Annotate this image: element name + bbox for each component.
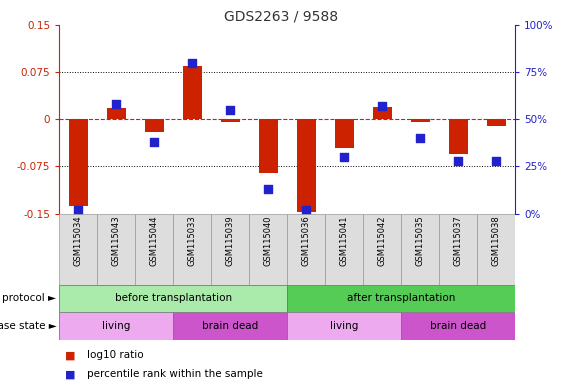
- Text: GSM115035: GSM115035: [415, 216, 425, 266]
- Point: [263, 186, 272, 192]
- Point: [378, 103, 387, 109]
- Point: [491, 158, 501, 164]
- Bar: [439, 214, 477, 285]
- Text: living: living: [330, 321, 358, 331]
- Text: brain dead: brain dead: [430, 321, 486, 331]
- Bar: [325, 214, 363, 285]
- Text: protocol ►: protocol ►: [2, 293, 56, 303]
- Point: [339, 154, 348, 160]
- Text: GSM115037: GSM115037: [454, 216, 463, 266]
- Bar: [249, 214, 287, 285]
- Text: ■: ■: [65, 369, 75, 379]
- Bar: [69, 119, 88, 206]
- Text: GSM115042: GSM115042: [378, 216, 387, 266]
- Bar: [401, 312, 515, 340]
- Text: brain dead: brain dead: [202, 321, 258, 331]
- Bar: [106, 108, 126, 119]
- Text: GSM115040: GSM115040: [263, 216, 272, 266]
- Bar: [59, 312, 173, 340]
- Bar: [486, 119, 506, 126]
- Text: GSM115033: GSM115033: [187, 216, 196, 266]
- Point: [302, 207, 311, 213]
- Text: GSM115044: GSM115044: [150, 216, 159, 266]
- Bar: [182, 66, 202, 119]
- Text: before transplantation: before transplantation: [114, 293, 232, 303]
- Bar: [173, 312, 287, 340]
- Text: GSM115038: GSM115038: [491, 216, 501, 266]
- Text: GSM115034: GSM115034: [74, 216, 83, 266]
- Text: GSM115043: GSM115043: [111, 216, 120, 266]
- Bar: [173, 214, 211, 285]
- Text: living: living: [102, 321, 130, 331]
- Bar: [297, 119, 316, 212]
- Bar: [59, 285, 287, 312]
- Bar: [287, 214, 325, 285]
- Bar: [449, 119, 468, 154]
- Bar: [258, 119, 278, 173]
- Bar: [287, 285, 515, 312]
- Bar: [401, 214, 439, 285]
- Bar: [59, 214, 97, 285]
- Text: log10 ratio: log10 ratio: [87, 350, 144, 360]
- Bar: [363, 214, 401, 285]
- Point: [74, 207, 83, 213]
- Bar: [477, 214, 515, 285]
- Bar: [373, 107, 392, 119]
- Point: [187, 60, 196, 66]
- Text: GSM115036: GSM115036: [302, 216, 311, 266]
- Bar: [334, 119, 354, 147]
- Point: [454, 158, 463, 164]
- Text: ■: ■: [65, 350, 75, 360]
- Bar: [211, 214, 249, 285]
- Bar: [287, 312, 401, 340]
- Text: GSM115039: GSM115039: [226, 216, 235, 266]
- Text: GDS2263 / 9588: GDS2263 / 9588: [225, 9, 338, 23]
- Bar: [135, 214, 173, 285]
- Bar: [410, 119, 430, 122]
- Text: disease state ►: disease state ►: [0, 321, 56, 331]
- Bar: [145, 119, 164, 132]
- Point: [226, 107, 235, 113]
- Point: [415, 135, 425, 141]
- Bar: [97, 214, 135, 285]
- Bar: [221, 119, 240, 122]
- Point: [111, 101, 120, 107]
- Text: GSM115041: GSM115041: [339, 216, 348, 266]
- Point: [150, 139, 159, 145]
- Text: after transplantation: after transplantation: [347, 293, 455, 303]
- Text: percentile rank within the sample: percentile rank within the sample: [87, 369, 263, 379]
